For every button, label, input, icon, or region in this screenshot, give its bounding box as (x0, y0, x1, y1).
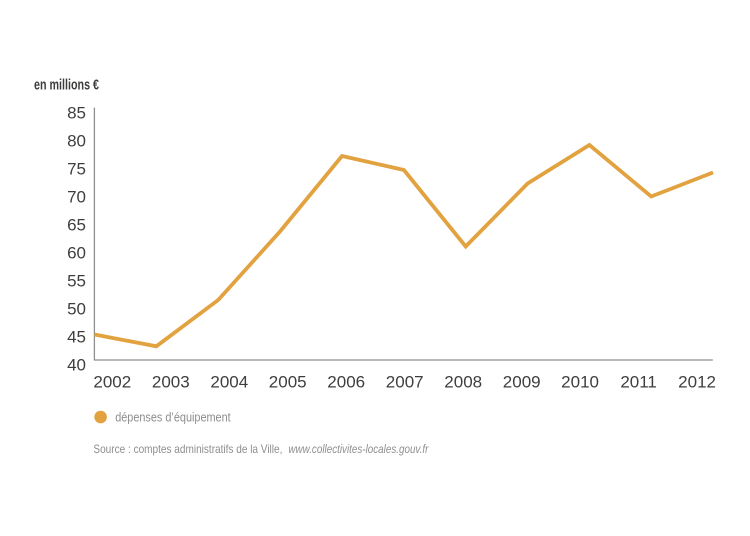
svg-text:2007: 2007 (386, 372, 424, 391)
svg-text:80: 80 (67, 131, 86, 150)
svg-text:60: 60 (67, 243, 86, 262)
svg-text:65: 65 (67, 215, 86, 234)
svg-text:en millions €: en millions € (34, 76, 99, 93)
svg-text:2009: 2009 (503, 372, 541, 391)
svg-text:2010: 2010 (561, 372, 599, 391)
svg-text:www.collectivites-locales.gouv: www.collectivites-locales.gouv.fr (288, 442, 429, 456)
svg-text:50: 50 (67, 299, 86, 318)
svg-text:2006: 2006 (327, 372, 365, 391)
svg-text:dépenses d’équipement: dépenses d’équipement (115, 409, 231, 424)
svg-text:Source : comptes administratif: Source : comptes administratifs de la Vi… (93, 442, 282, 456)
svg-text:2003: 2003 (152, 372, 190, 391)
svg-text:70: 70 (67, 187, 86, 206)
svg-text:55: 55 (67, 271, 86, 290)
svg-text:85: 85 (67, 103, 86, 122)
svg-text:2012: 2012 (678, 372, 716, 391)
svg-text:2004: 2004 (210, 372, 248, 391)
svg-text:40: 40 (67, 355, 86, 374)
svg-text:2005: 2005 (269, 372, 307, 391)
svg-text:75: 75 (67, 159, 86, 178)
svg-text:2011: 2011 (620, 372, 657, 391)
svg-text:2008: 2008 (444, 372, 482, 391)
svg-text:2002: 2002 (93, 372, 131, 391)
svg-text:45: 45 (67, 327, 86, 346)
